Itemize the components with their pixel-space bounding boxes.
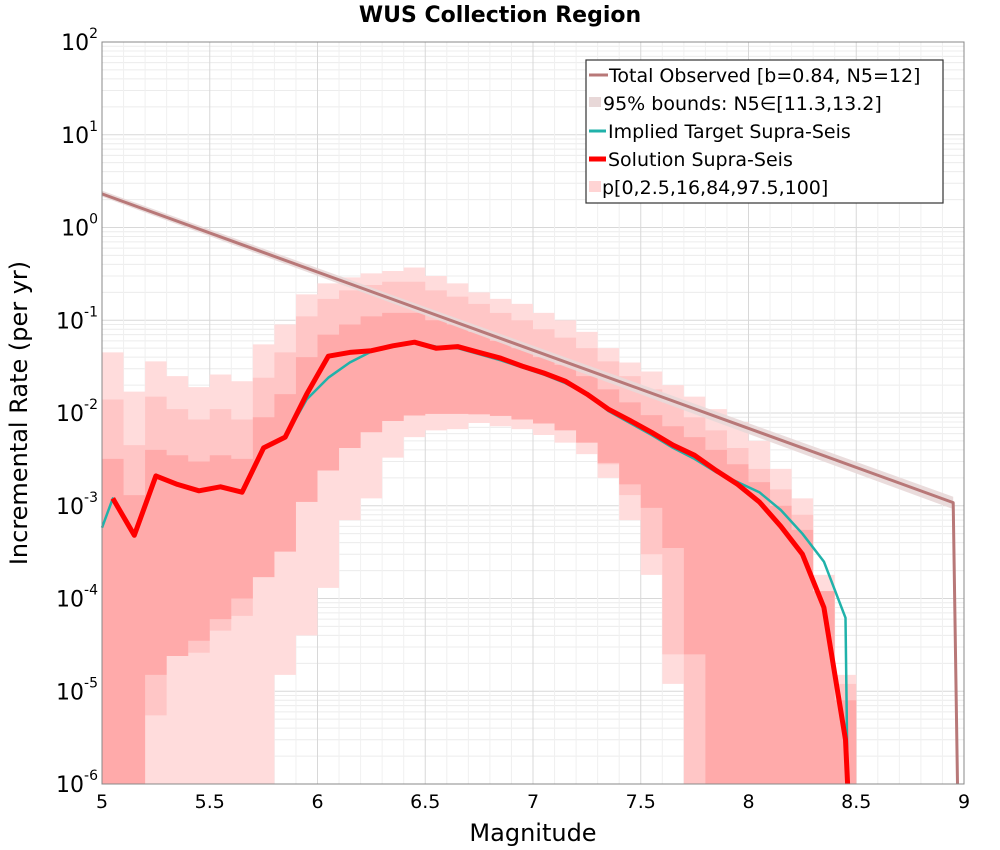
x-tick-label: 8.5 xyxy=(841,791,871,813)
y-tick-exponent: 2 xyxy=(89,26,98,42)
x-tick-label: 6 xyxy=(311,791,323,813)
legend: Total Observed [b=0.84, N5=12] 95% bound… xyxy=(585,59,944,204)
y-tick-base: 10 xyxy=(56,402,84,427)
y-tick-exponent: -5 xyxy=(84,675,98,691)
y-tick-exponent: -2 xyxy=(84,397,98,413)
legend-box xyxy=(585,59,944,204)
y-tick-base: 10 xyxy=(61,31,89,56)
y-tick-exponent: -3 xyxy=(84,490,98,506)
y-tick-base: 10 xyxy=(56,680,84,705)
x-axis-label: Magnitude xyxy=(469,819,596,847)
legend-label-95-bounds: 95% bounds: N5∈[11.3,13.2] xyxy=(603,93,882,115)
x-tick-label: 7 xyxy=(527,791,539,813)
chart-title: WUS Collection Region xyxy=(359,3,641,28)
x-tick-label: 9 xyxy=(958,791,970,813)
y-tick-base: 10 xyxy=(61,124,89,149)
legend-label-solution: Solution Supra-Seis xyxy=(608,149,793,171)
legend-swatch-percentiles xyxy=(589,181,601,192)
y-tick-label: 10-4 xyxy=(56,583,98,613)
legend-label-percentiles: p[0,2.5,16,84,97.5,100] xyxy=(602,177,828,199)
x-tick-label: 5 xyxy=(96,791,108,813)
x-tick-label: 6.5 xyxy=(410,791,440,813)
y-tick-label: 10-6 xyxy=(56,768,98,798)
y-tick-label: 100 xyxy=(61,212,98,242)
x-tick-label: 8 xyxy=(742,791,754,813)
y-tick-exponent: -1 xyxy=(84,304,98,320)
y-tick-base: 10 xyxy=(56,773,84,798)
plot-frame xyxy=(101,41,965,785)
series-line-0 xyxy=(101,192,959,785)
legend-swatch-95-bounds xyxy=(589,97,601,107)
y-tick-label: 10-5 xyxy=(56,675,98,705)
x-tick-label: 5.5 xyxy=(195,791,225,813)
y-tick-label: 102 xyxy=(61,26,98,56)
y-axis-label: Incremental Rate (per yr) xyxy=(5,261,33,565)
legend-label-total-observed: Total Observed [b=0.84, N5=12] xyxy=(608,65,920,87)
y-tick-base: 10 xyxy=(56,588,84,613)
y-tick-exponent: 1 xyxy=(89,119,98,135)
y-tick-base: 10 xyxy=(61,217,89,242)
y-tick-exponent: 0 xyxy=(89,212,98,228)
y-tick-base: 10 xyxy=(56,495,84,520)
x-tick-label: 7.5 xyxy=(626,791,656,813)
y-tick-exponent: -6 xyxy=(84,768,98,784)
legend-label-implied-target: Implied Target Supra-Seis xyxy=(608,121,851,143)
y-tick-label: 10-1 xyxy=(56,304,98,334)
y-tick-exponent: -4 xyxy=(84,583,98,599)
series-line-3 xyxy=(110,339,851,785)
x-axis: 5 5.5 6 6.5 7 7.5 8 8.5 9 xyxy=(96,791,970,813)
y-tick-label: 101 xyxy=(61,119,98,149)
y-tick-label: 10-3 xyxy=(56,490,98,520)
y-tick-base: 10 xyxy=(56,309,84,334)
y-tick-label: 10-2 xyxy=(56,397,98,427)
series-lines xyxy=(100,192,959,785)
